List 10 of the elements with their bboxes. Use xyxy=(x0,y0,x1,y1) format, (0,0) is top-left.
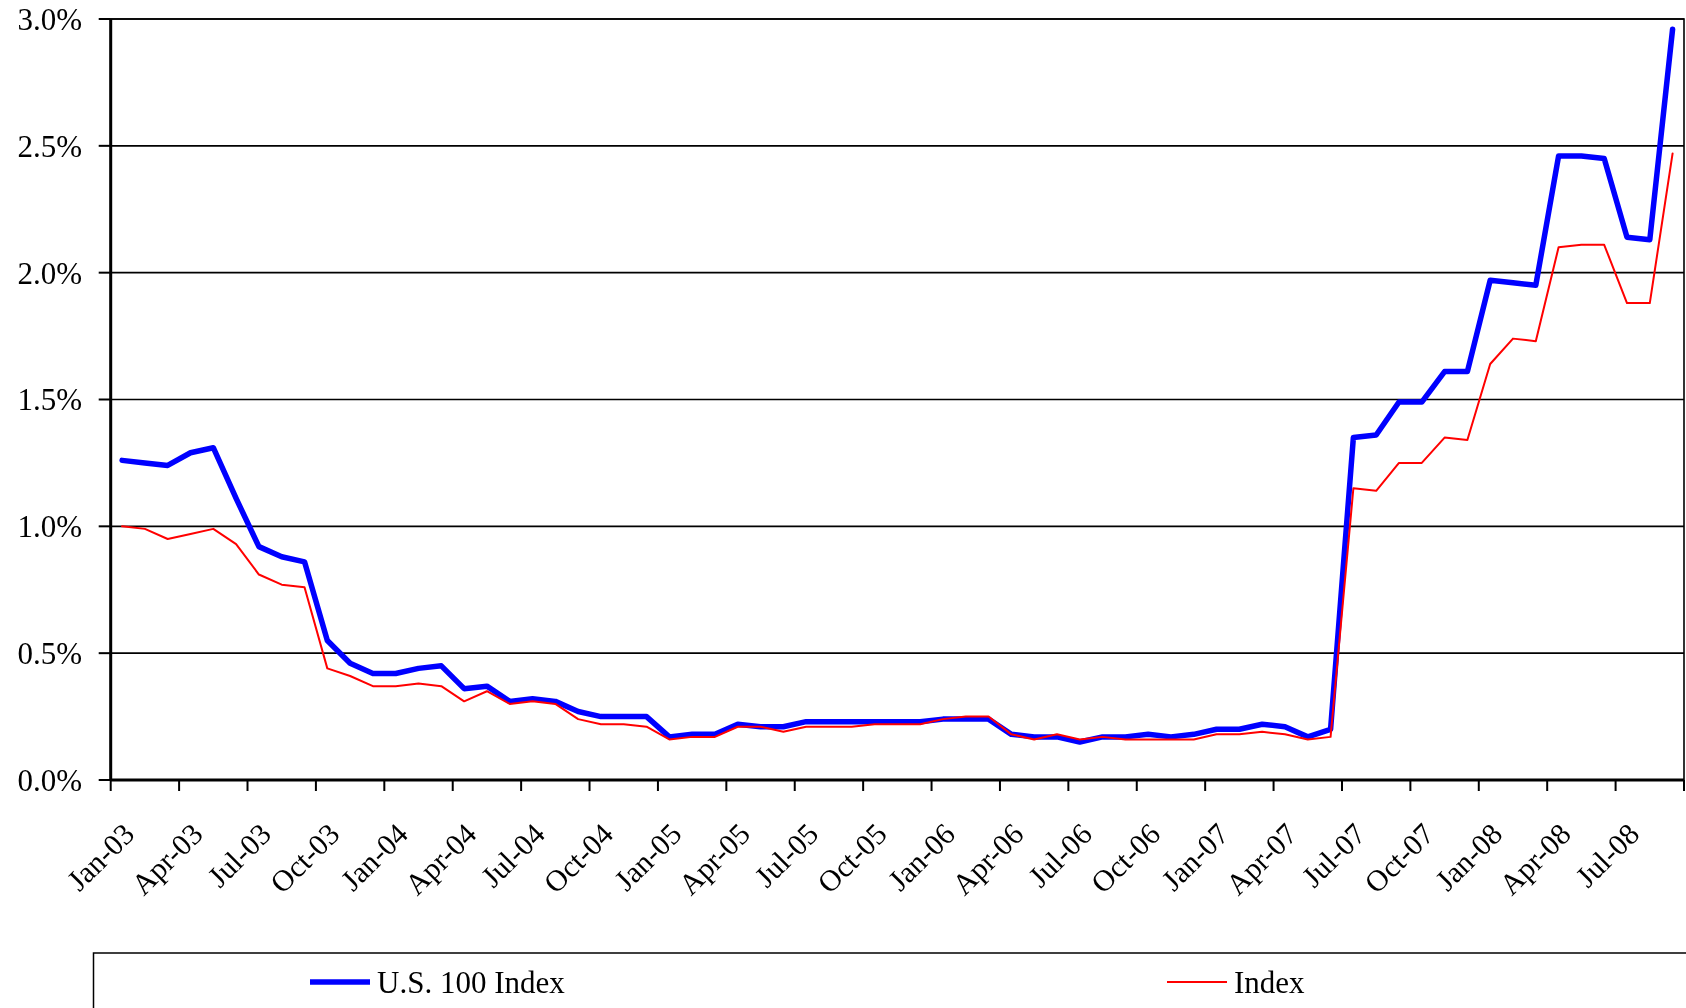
y-tick-label: 0.5% xyxy=(17,636,82,672)
line-series xyxy=(121,152,1674,741)
y-tick-label: 2.0% xyxy=(17,255,82,291)
y-tick-label: 0.0% xyxy=(17,762,82,798)
y-tick-label: 1.5% xyxy=(17,382,82,418)
y-tick-label: 1.0% xyxy=(17,509,82,545)
legend-label: Index xyxy=(1234,964,1306,1000)
legend-label: U.S. 100 Index xyxy=(377,964,566,1000)
y-tick-label: 3.0% xyxy=(17,1,82,37)
y-tick-label: 2.5% xyxy=(17,128,82,164)
